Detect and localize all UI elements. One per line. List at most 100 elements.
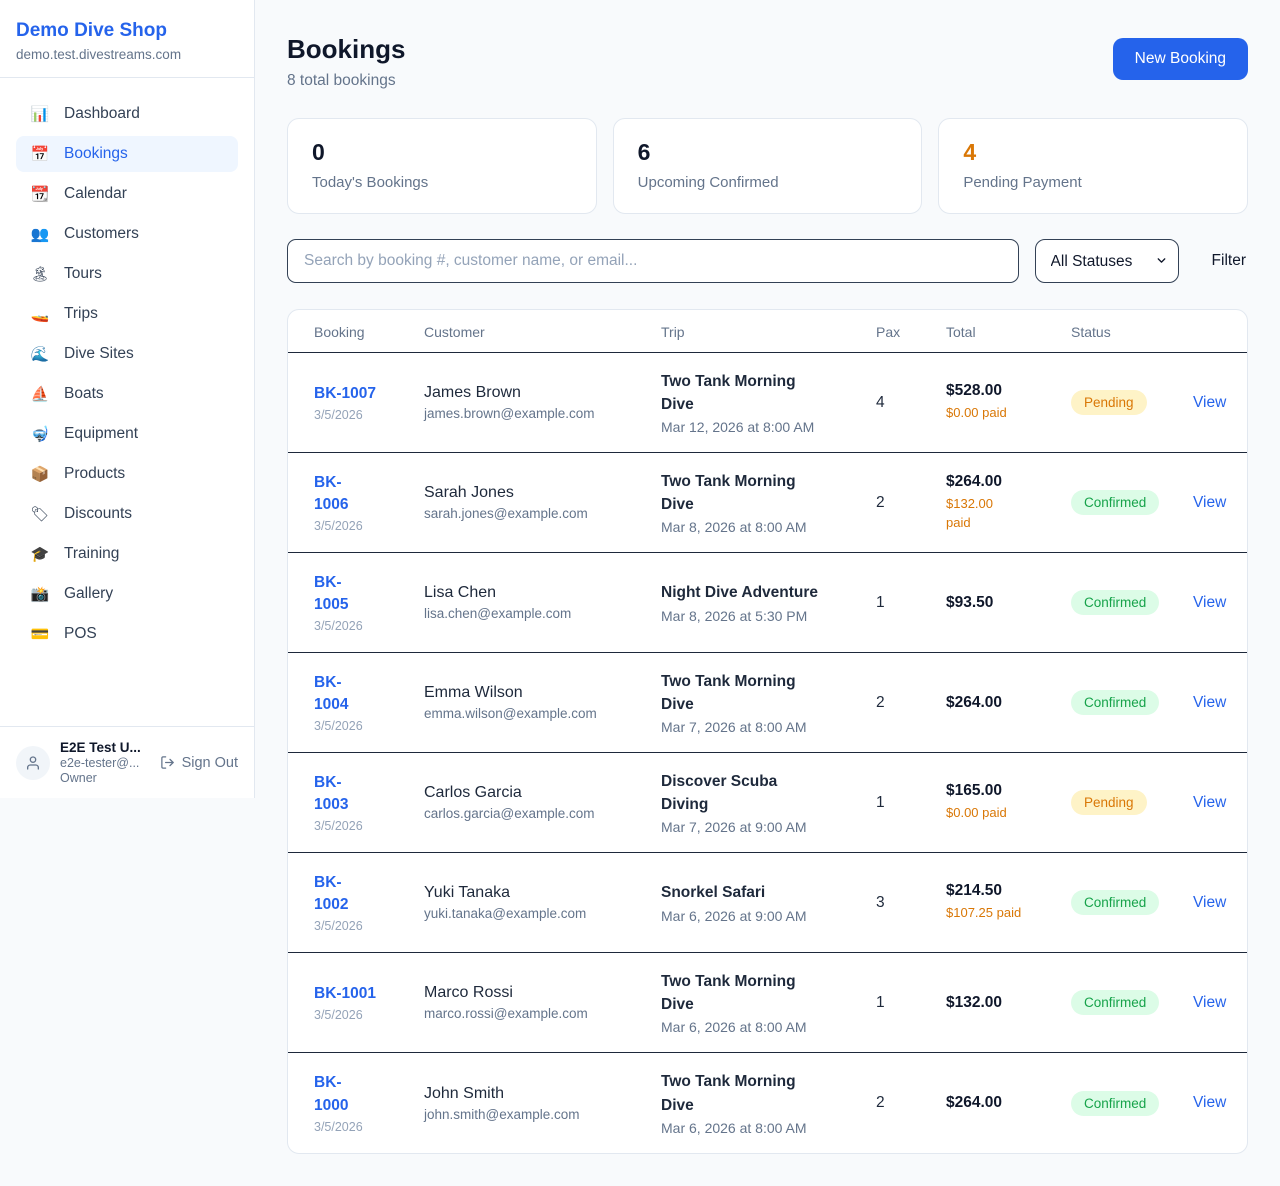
booking-id-link[interactable]: BK-1001: [314, 984, 377, 1002]
sidebar-item-products[interactable]: 📦 Products: [16, 456, 238, 492]
sidebar-item-boats[interactable]: ⛵ Boats: [16, 376, 238, 412]
view-link[interactable]: View: [1193, 893, 1227, 911]
column-header-trip: Trip: [661, 324, 685, 340]
booking-date: 3/5/2026: [314, 1119, 363, 1134]
status-badge: Confirmed: [1071, 590, 1160, 615]
table-row: BK-1003 3/5/2026 Carlos Garcia carlos.ga…: [288, 753, 1247, 853]
camera-icon: 📸: [30, 586, 50, 603]
status-badge: Confirmed: [1071, 1090, 1160, 1116]
booking-id-link[interactable]: BK-1003: [314, 773, 349, 813]
stat-card-pending-payment: 4 Pending Payment: [938, 118, 1248, 214]
customer-email: james.brown@example.com: [424, 406, 595, 421]
sidebar-item-label: Customers: [64, 225, 139, 242]
booking-id-link[interactable]: BK-1006: [314, 473, 349, 513]
view-link[interactable]: View: [1193, 593, 1227, 611]
customer-email: emma.wilson@example.com: [424, 706, 597, 721]
stat-label: Today's Bookings: [312, 174, 429, 191]
booking-date: 3/5/2026: [314, 919, 363, 934]
trip-datetime: Mar 12, 2026 at 8:00 AM: [661, 419, 815, 436]
stat-value: 0: [312, 139, 325, 165]
column-header-status: Status: [1071, 324, 1111, 340]
paid-amount: $132.00 paid: [946, 495, 993, 530]
total-amount: $528.00: [946, 382, 1003, 400]
column-header-pax: Pax: [876, 324, 901, 340]
sidebar-item-label: Bookings: [64, 145, 128, 162]
table-row: BK-1002 3/5/2026 Yuki Tanaka yuki.tanaka…: [288, 853, 1247, 953]
main-content: Bookings 8 total bookings New Booking 0 T…: [255, 0, 1280, 1186]
new-booking-button[interactable]: New Booking: [1112, 38, 1248, 80]
sidebar-item-discounts[interactable]: 🏷 Discounts: [16, 496, 238, 532]
credit-card-icon: 💳: [30, 626, 50, 643]
sidebar-item-calendar[interactable]: 📆 Calendar: [16, 176, 238, 212]
graduation-cap-icon: 🎓: [30, 546, 50, 563]
sidebar-item-pos[interactable]: 💳 POS: [16, 616, 238, 652]
trip-datetime: Mar 6, 2026 at 9:00 AM: [661, 907, 807, 924]
booking-date: 3/5/2026: [314, 1008, 363, 1023]
customer-email: carlos.garcia@example.com: [424, 806, 595, 821]
sign-out-button[interactable]: Sign Out: [160, 755, 238, 771]
trip-name: Two Tank Morning Dive: [661, 1073, 796, 1114]
view-link[interactable]: View: [1193, 693, 1227, 711]
table-row: BK-1000 3/5/2026 John Smith john.smith@e…: [288, 1053, 1247, 1153]
booking-id-link[interactable]: BK-1005: [314, 573, 349, 613]
customer-name: Marco Rossi: [424, 984, 513, 1001]
bar-chart-icon: 📊: [30, 106, 50, 123]
calendar-icon: 📅: [30, 146, 50, 163]
view-link[interactable]: View: [1193, 493, 1227, 511]
booking-id-link[interactable]: BK-1000: [314, 1074, 349, 1114]
sidebar-item-label: Equipment: [64, 425, 139, 442]
status-badge: Pending: [1071, 790, 1147, 815]
customer-email: john.smith@example.com: [424, 1106, 580, 1122]
filter-button[interactable]: Filter: [1211, 252, 1246, 269]
shop-domain: demo.test.divestreams.com: [16, 47, 182, 62]
sidebar-item-bookings[interactable]: 📅 Bookings: [16, 136, 238, 172]
sidebar-item-label: Products: [64, 465, 126, 482]
trip-name: Two Tank Morning Dive: [661, 672, 796, 713]
pax-count: 4: [876, 393, 885, 411]
booking-date: 3/5/2026: [314, 719, 363, 734]
status-select[interactable]: All Statuses: [1034, 239, 1179, 283]
status-select-wrap: All Statuses: [1034, 239, 1179, 283]
stat-card-today-s-bookings: 0 Today's Bookings: [287, 118, 597, 214]
trip-name: Two Tank Morning Dive: [661, 372, 796, 413]
view-link[interactable]: View: [1193, 1094, 1227, 1111]
sidebar-item-label: Boats: [64, 385, 104, 402]
package-icon: 📦: [30, 466, 50, 483]
sidebar-item-customers[interactable]: 👥 Customers: [16, 216, 238, 252]
view-link[interactable]: View: [1193, 993, 1227, 1011]
paid-amount: $0.00 paid: [946, 805, 1007, 821]
customer-name: Carlos Garcia: [424, 784, 522, 801]
search-input[interactable]: [287, 239, 1019, 283]
sidebar-item-dashboard[interactable]: 📊 Dashboard: [16, 96, 238, 132]
stats-cards: 0 Today's Bookings 6 Upcoming Confirmed 4 Pen…: [287, 118, 1248, 214]
trip-name: Two Tank Morning Dive: [661, 972, 796, 1013]
sidebar-item-tours[interactable]: 🏝 Tours: [16, 256, 238, 292]
booking-id-link[interactable]: BK-1002: [314, 873, 349, 913]
pax-count: 3: [876, 893, 885, 911]
trip-name: Night Dive Adventure: [661, 584, 819, 602]
view-link[interactable]: View: [1193, 793, 1227, 811]
view-link[interactable]: View: [1193, 393, 1227, 411]
sidebar-item-label: Trips: [64, 305, 98, 322]
customer-name: James Brown: [424, 384, 521, 401]
stat-label: Upcoming Confirmed: [637, 174, 779, 191]
speedboat-icon: 🚤: [30, 306, 50, 323]
booking-date: 3/5/2026: [314, 619, 363, 634]
sidebar-item-training[interactable]: 🎓 Training: [16, 536, 238, 572]
booking-id-link[interactable]: BK-1007: [314, 384, 377, 402]
stat-card-upcoming-confirmed: 6 Upcoming Confirmed: [612, 118, 923, 214]
sidebar-item-gallery[interactable]: 📸 Gallery: [16, 576, 238, 612]
booking-id-link[interactable]: BK-1004: [314, 673, 349, 713]
table-row: BK-1006 3/5/2026 Sarah Jones sarah.jones…: [288, 453, 1247, 553]
sign-out-label: Sign Out: [181, 754, 238, 771]
pax-count: 1: [876, 793, 885, 811]
sidebar: Demo Dive Shop demo.test.divestreams.com…: [0, 0, 255, 798]
sidebar-item-dive-sites[interactable]: 🌊 Dive Sites: [16, 336, 238, 372]
wave-icon: 🌊: [30, 346, 50, 363]
sidebar-item-equipment[interactable]: 🤿 Equipment: [16, 416, 238, 452]
sidebar-item-trips[interactable]: 🚤 Trips: [16, 296, 238, 332]
page-title: Bookings: [287, 34, 406, 64]
paid-amount: $107.25 paid: [946, 905, 1022, 921]
booking-date: 3/5/2026: [314, 819, 363, 834]
pax-count: 1: [876, 993, 885, 1011]
